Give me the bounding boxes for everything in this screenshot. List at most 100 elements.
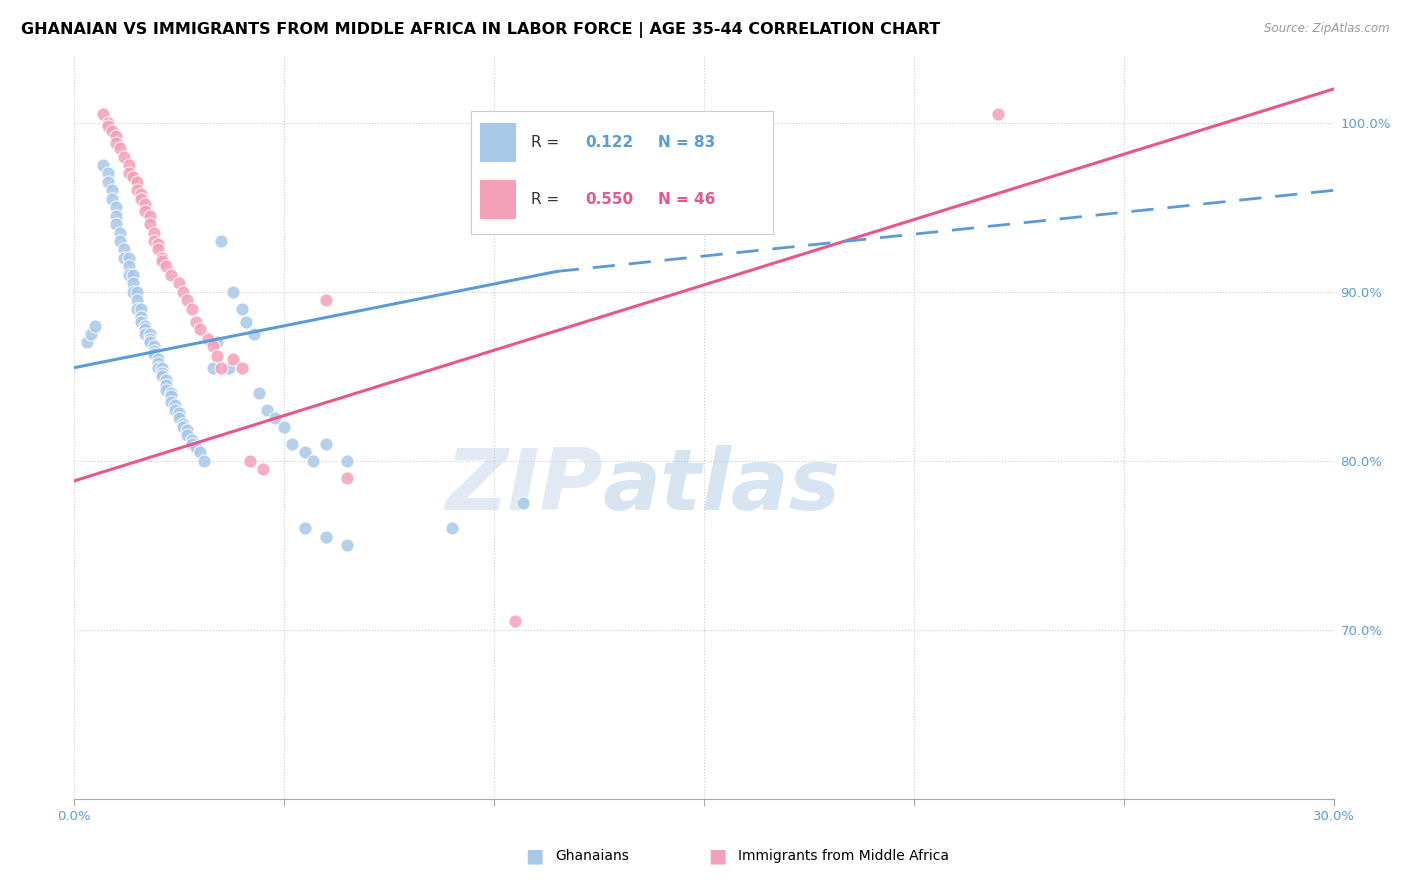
Point xyxy=(134,322,156,336)
Point xyxy=(222,285,245,299)
Point xyxy=(180,434,202,448)
Point xyxy=(197,332,219,346)
Point xyxy=(142,339,165,353)
Point xyxy=(138,335,160,350)
Point xyxy=(146,356,169,370)
Point xyxy=(117,251,139,265)
Point xyxy=(117,158,139,172)
Text: GHANAIAN VS IMMIGRANTS FROM MIDDLE AFRICA IN LABOR FORCE | AGE 35-44 CORRELATION: GHANAIAN VS IMMIGRANTS FROM MIDDLE AFRIC… xyxy=(21,22,941,38)
Point xyxy=(138,209,160,223)
Point xyxy=(209,360,232,375)
Point xyxy=(108,226,131,240)
Point xyxy=(134,197,156,211)
Point xyxy=(247,386,270,401)
Point xyxy=(273,420,295,434)
Point xyxy=(125,183,148,197)
Point xyxy=(163,398,186,412)
Point xyxy=(91,158,114,172)
Point xyxy=(336,538,359,552)
Point xyxy=(176,293,198,308)
Point xyxy=(176,428,198,442)
Point xyxy=(129,310,152,324)
Point xyxy=(96,175,118,189)
Point xyxy=(129,186,152,201)
Point xyxy=(987,107,1010,121)
Point xyxy=(108,141,131,155)
Text: ■: ■ xyxy=(524,847,544,866)
Point xyxy=(159,268,181,282)
Point xyxy=(264,411,287,425)
Point xyxy=(218,360,240,375)
Point xyxy=(336,470,359,484)
Point xyxy=(134,326,156,341)
Point xyxy=(155,383,177,397)
Point xyxy=(167,406,190,420)
Point xyxy=(256,403,278,417)
Point xyxy=(201,339,224,353)
Point xyxy=(121,268,143,282)
Point xyxy=(100,183,122,197)
Point xyxy=(167,411,190,425)
Point xyxy=(112,243,135,257)
Point xyxy=(96,166,118,180)
Point xyxy=(176,423,198,437)
Point xyxy=(155,377,177,392)
Point xyxy=(138,217,160,231)
Point xyxy=(104,129,127,144)
Point xyxy=(150,251,173,265)
Point xyxy=(125,175,148,189)
Point xyxy=(231,360,253,375)
Point xyxy=(129,301,152,316)
Point xyxy=(315,530,337,544)
Point xyxy=(205,349,228,363)
Point xyxy=(188,322,211,336)
Point xyxy=(142,343,165,358)
Point xyxy=(503,614,526,628)
Point xyxy=(146,243,169,257)
Point xyxy=(117,166,139,180)
Point xyxy=(159,394,181,409)
Point xyxy=(159,389,181,403)
Point xyxy=(134,318,156,333)
Point xyxy=(146,237,169,252)
Point xyxy=(76,335,98,350)
Point xyxy=(209,234,232,248)
Point xyxy=(146,360,169,375)
Point xyxy=(315,437,337,451)
Point xyxy=(138,326,160,341)
Point xyxy=(294,521,316,535)
Point xyxy=(231,301,253,316)
Point xyxy=(440,521,463,535)
Text: Source: ZipAtlas.com: Source: ZipAtlas.com xyxy=(1264,22,1389,36)
Point xyxy=(125,285,148,299)
Point xyxy=(112,149,135,163)
Point xyxy=(104,209,127,223)
Point xyxy=(281,437,304,451)
Point xyxy=(294,445,316,459)
Point xyxy=(172,417,194,431)
Point xyxy=(239,453,262,467)
Point xyxy=(146,352,169,367)
Point xyxy=(121,277,143,291)
Point xyxy=(167,277,190,291)
Point xyxy=(142,234,165,248)
Point xyxy=(512,496,534,510)
Point xyxy=(96,119,118,133)
Point xyxy=(150,360,173,375)
Point xyxy=(193,453,215,467)
Point xyxy=(184,440,207,454)
Point xyxy=(100,124,122,138)
Point xyxy=(222,352,245,367)
Point xyxy=(121,169,143,184)
Point xyxy=(252,462,274,476)
Point xyxy=(142,347,165,361)
Point xyxy=(184,315,207,329)
Point xyxy=(129,315,152,329)
Text: atlas: atlas xyxy=(603,445,841,528)
Point xyxy=(159,386,181,401)
Point xyxy=(100,192,122,206)
Text: Immigrants from Middle Africa: Immigrants from Middle Africa xyxy=(738,849,949,863)
Text: ZIP: ZIP xyxy=(446,445,603,528)
Point xyxy=(125,301,148,316)
Point xyxy=(104,217,127,231)
